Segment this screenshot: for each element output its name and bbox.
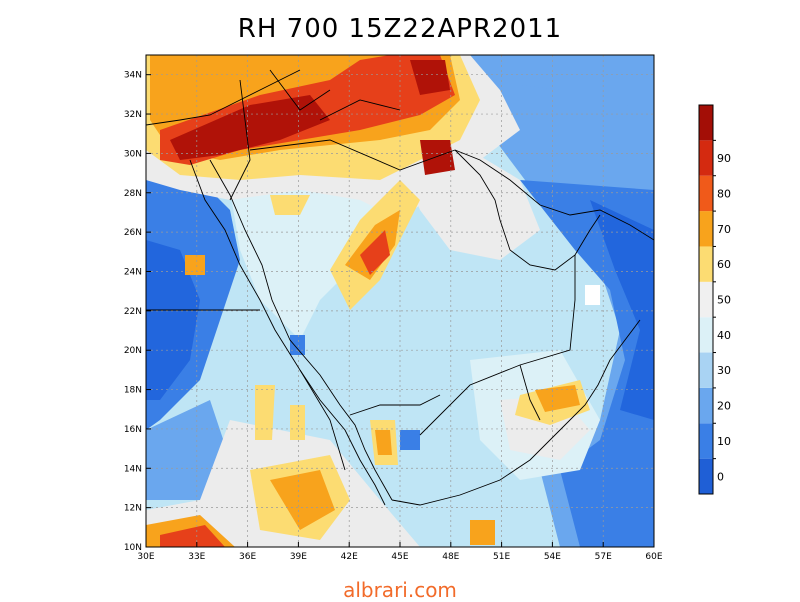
lat-tick-label: 28N bbox=[124, 189, 142, 199]
lon-tick-label: 30E bbox=[137, 552, 154, 562]
coastlines-borders bbox=[146, 69, 654, 506]
colorbar-segment bbox=[699, 140, 713, 176]
colorbar-label: 10 bbox=[717, 435, 731, 448]
lat-tick-label: 12N bbox=[124, 504, 142, 514]
colorbar-segment bbox=[699, 175, 713, 212]
colorbar-segment bbox=[699, 423, 713, 459]
watermark-text: albrari.com bbox=[343, 578, 457, 602]
lon-tick-label: 51E bbox=[493, 552, 510, 562]
colorbar-frame bbox=[698, 104, 714, 495]
lon-tick-label: 33E bbox=[188, 552, 205, 562]
colorbar-segment bbox=[699, 317, 713, 353]
colorbar-segment bbox=[699, 246, 713, 282]
colorbar-segment bbox=[699, 458, 713, 494]
colorbar-label: 60 bbox=[717, 258, 731, 271]
colorbar-segment bbox=[699, 281, 713, 318]
lon-tick-label: 45E bbox=[391, 552, 408, 562]
lat-tick-label: 22N bbox=[124, 307, 142, 317]
colorbar-label: 80 bbox=[717, 187, 731, 200]
colorbar-label: 50 bbox=[717, 294, 731, 307]
lat-tick-label: 18N bbox=[124, 386, 142, 396]
colorbar-label: 20 bbox=[717, 400, 731, 413]
colorbar-segment bbox=[699, 211, 713, 247]
lat-tick-label: 32N bbox=[124, 110, 142, 120]
colorbar-label: 40 bbox=[717, 329, 731, 342]
lon-tick-label: 57E bbox=[595, 552, 612, 562]
lat-tick-labels: 10N 12N 14N 16N 18N 20N 22N 24N 26N 28N 30N 32N 34N bbox=[124, 71, 151, 553]
lat-tick-label: 34N bbox=[124, 71, 142, 81]
colorbar-segment bbox=[699, 105, 713, 141]
lat-tick-label: 16N bbox=[124, 425, 142, 435]
colorbar-label: 70 bbox=[717, 223, 731, 236]
lat-tick-label: 10N bbox=[124, 543, 142, 553]
lon-tick-label: 54E bbox=[544, 552, 561, 562]
colorbar-label: 30 bbox=[717, 364, 731, 377]
plot-title: RH 700 15Z22APR2011 bbox=[237, 14, 563, 44]
lat-tick-label: 14N bbox=[124, 464, 142, 474]
lon-tick-labels: 30E 33E 36E 39E 42E 45E 48E 51E 54E 57E 60E bbox=[137, 542, 663, 562]
lat-tick-label: 24N bbox=[124, 267, 142, 277]
lat-tick-label: 30N bbox=[124, 149, 142, 159]
lon-tick-label: 48E bbox=[442, 552, 459, 562]
lon-tick-label: 39E bbox=[290, 552, 307, 562]
lat-tick-label: 26N bbox=[124, 228, 142, 238]
colorbar-label: 90 bbox=[717, 152, 731, 165]
lon-tick-label: 36E bbox=[239, 552, 256, 562]
lat-tick-label: 20N bbox=[124, 346, 142, 356]
colorbar-segment bbox=[699, 352, 713, 388]
colorbar: 0 10 20 30 40 50 60 70 80 90 bbox=[698, 104, 731, 495]
lon-tick-label: 60E bbox=[645, 552, 662, 562]
map-grid bbox=[146, 55, 654, 547]
lon-tick-label: 42E bbox=[341, 552, 358, 562]
colorbar-label: 0 bbox=[717, 470, 724, 483]
colorbar-segment bbox=[699, 387, 713, 424]
